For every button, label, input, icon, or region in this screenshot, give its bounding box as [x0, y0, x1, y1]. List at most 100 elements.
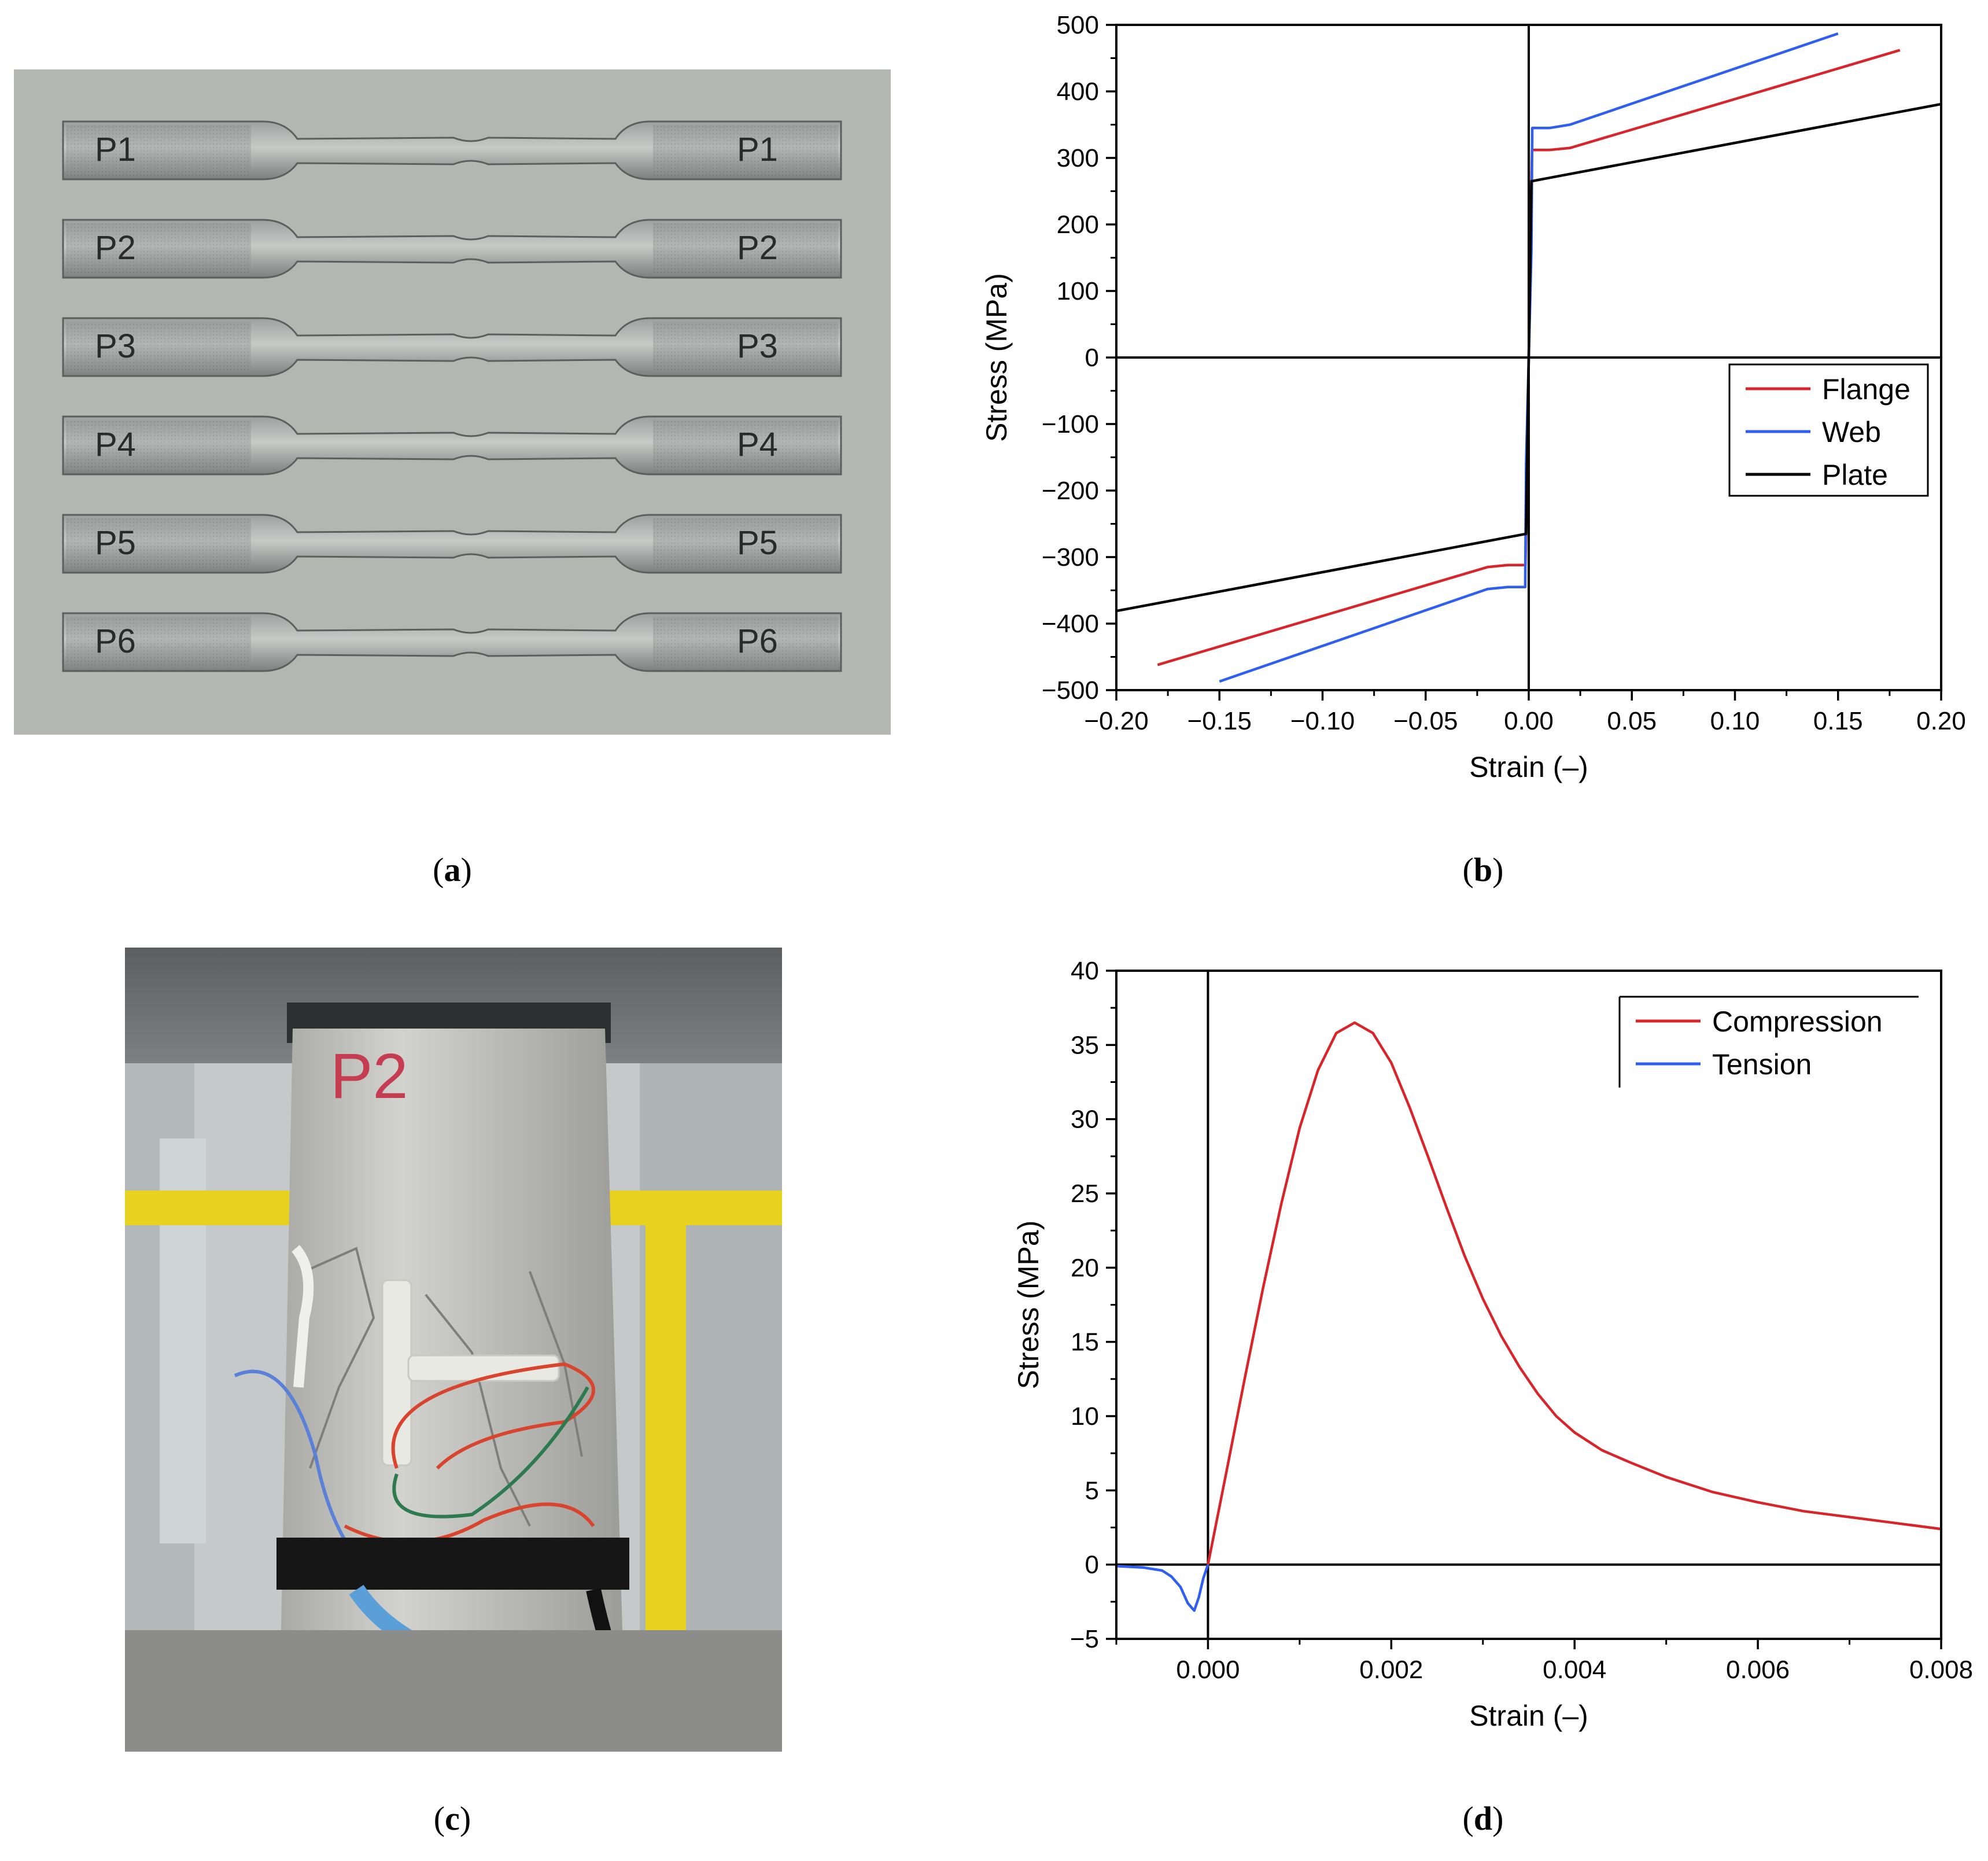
grip-texture [653, 223, 838, 274]
black-tape-band [276, 1538, 629, 1590]
specimen: P2 P2 [62, 219, 842, 279]
concrete-cylinder-drawing: P2 [125, 948, 782, 1752]
x-tick-label: 0.20 [1916, 707, 1966, 735]
series-line-tension [1116, 1564, 1209, 1612]
x-tick-label: −0.05 [1393, 707, 1458, 735]
y-tick-label: 40 [1071, 957, 1099, 985]
x-tick-label: −0.20 [1084, 707, 1148, 735]
specimen: P1 P1 [62, 120, 842, 180]
tensile-specimens-drawing: P1 P1 P2 P2 P3 P3 P4 P4 P5 P5 P6 P6 [14, 69, 891, 735]
panel-label-d: (d) [1462, 1800, 1504, 1837]
x-tick-label: 0.004 [1543, 1656, 1606, 1684]
specimen: P3 P3 [62, 317, 842, 377]
specimen-mark-left: P4 [95, 426, 136, 463]
y-tick-label: 500 [1057, 11, 1099, 39]
legend-label-flange: Flange [1822, 373, 1910, 406]
specimen-mark-right: P1 [737, 131, 778, 168]
grip-texture [66, 223, 251, 274]
x-tick-label: 0.10 [1710, 707, 1760, 735]
y-tick-label: −300 [1042, 543, 1099, 572]
grip-texture [66, 420, 251, 471]
x-tick-label: 0.002 [1359, 1656, 1423, 1684]
x-tick-label: 0.008 [1909, 1656, 1973, 1684]
specimen-body [62, 415, 842, 476]
y-tick-label: 15 [1071, 1328, 1099, 1357]
grip-texture [66, 125, 251, 176]
specimen: P4 P4 [62, 415, 842, 476]
legend: Flange Web Plate [1728, 363, 1929, 497]
specimen-mark-right: P3 [737, 327, 778, 365]
y-tick-label: 100 [1057, 277, 1099, 305]
grip-texture [653, 125, 838, 176]
specimen-mark-left: P3 [95, 327, 136, 365]
specimen-mark-left: P1 [95, 131, 136, 168]
chart-d-concrete-stress-strain: 0.000 0.002 0.004 0.006 0.008 −5 0 5 10 15 20 25 30 3… [1012, 957, 1973, 1732]
grip-texture [66, 617, 251, 668]
y-tick-label: 0 [1085, 344, 1099, 372]
y-tick-label: 400 [1057, 78, 1099, 106]
y-tick-label: −5 [1070, 1625, 1099, 1653]
y-tick-label: 10 [1071, 1402, 1099, 1431]
panel-label-c: (c) [433, 1800, 471, 1837]
x-tick-label: 0.006 [1726, 1656, 1790, 1684]
y-tick-label: 25 [1071, 1180, 1099, 1208]
x-tick-label: 0.05 [1607, 707, 1657, 735]
specimen-body [62, 219, 842, 279]
specimen-body [62, 514, 842, 574]
y-tick-label: 35 [1071, 1031, 1099, 1059]
y-tick-label: 20 [1071, 1254, 1099, 1282]
x-tick-label: −0.10 [1290, 707, 1355, 735]
concrete-cylinder [281, 1029, 622, 1630]
legend-label-plate: Plate [1822, 459, 1888, 491]
y-tick-label: 30 [1071, 1105, 1099, 1134]
legend-label-compression: Compression [1712, 1005, 1883, 1038]
y-tick-label: 300 [1057, 144, 1099, 172]
specimen: P5 P5 [62, 514, 842, 574]
y-tick-label: −500 [1042, 676, 1099, 705]
grip-texture [66, 518, 251, 569]
legend-label-tension: Tension [1712, 1048, 1812, 1081]
y-axis-label: Stress (MPa) [980, 273, 1013, 442]
grip-texture [653, 322, 838, 373]
specimen-mark-right: P2 [737, 229, 778, 267]
y-axis-label: Stress (MPa) [1012, 1221, 1045, 1390]
x-tick-label: 0.000 [1176, 1656, 1240, 1684]
y-tick-label: −200 [1042, 477, 1099, 505]
series-line-plate [1116, 102, 1942, 613]
specimen-mark-left: P5 [95, 524, 136, 562]
chart-b-steel-stress-strain: −0.20 −0.15 −0.10 −0.05 0.00 0.05 0.10 0.15 0.20… [980, 11, 1966, 783]
specimen-body [62, 120, 842, 180]
y-tick-label: −400 [1042, 610, 1099, 638]
y-tick-label: 200 [1057, 211, 1099, 239]
y-tick-label: −100 [1042, 410, 1099, 438]
legend: Compression Tension [1618, 996, 1919, 1088]
specimen: P6 P6 [62, 612, 842, 672]
grip-texture [653, 518, 838, 569]
specimen-mark-right: P6 [737, 622, 778, 660]
strain-gauge-horizontal [407, 1354, 560, 1382]
specimen-mark-left: P6 [95, 622, 136, 660]
specimen-body [62, 317, 842, 377]
grip-texture [653, 617, 838, 668]
x-tick-label: −0.15 [1187, 707, 1252, 735]
panel-label-a: (a) [433, 851, 472, 889]
specimen-body [62, 612, 842, 672]
specimen-mark-left: P2 [95, 229, 136, 267]
specimen-mark-right: P4 [737, 426, 778, 463]
specimen-mark-right: P5 [737, 524, 778, 562]
cylinder-mark: P2 [330, 1041, 408, 1112]
x-tick-label: 0.15 [1813, 707, 1863, 735]
x-axis-label: Strain (–) [1469, 751, 1588, 783]
y-tick-label: 5 [1085, 1476, 1099, 1505]
grip-texture [66, 322, 251, 373]
series-line-compression [1207, 1021, 1942, 1565]
photo-a-tensile-specimens: P1 P1 P2 P2 P3 P3 P4 P4 P5 P5 P6 P6 [14, 69, 891, 735]
grip-texture [653, 420, 838, 471]
x-tick-label: 0.00 [1504, 707, 1554, 735]
legend-label-web: Web [1822, 416, 1881, 448]
y-tick-label: 0 [1085, 1551, 1099, 1579]
photo-c-concrete-cylinder: P2 [125, 948, 782, 1752]
x-axis-label: Strain (–) [1469, 1700, 1588, 1732]
panel-label-b: (b) [1462, 851, 1504, 889]
